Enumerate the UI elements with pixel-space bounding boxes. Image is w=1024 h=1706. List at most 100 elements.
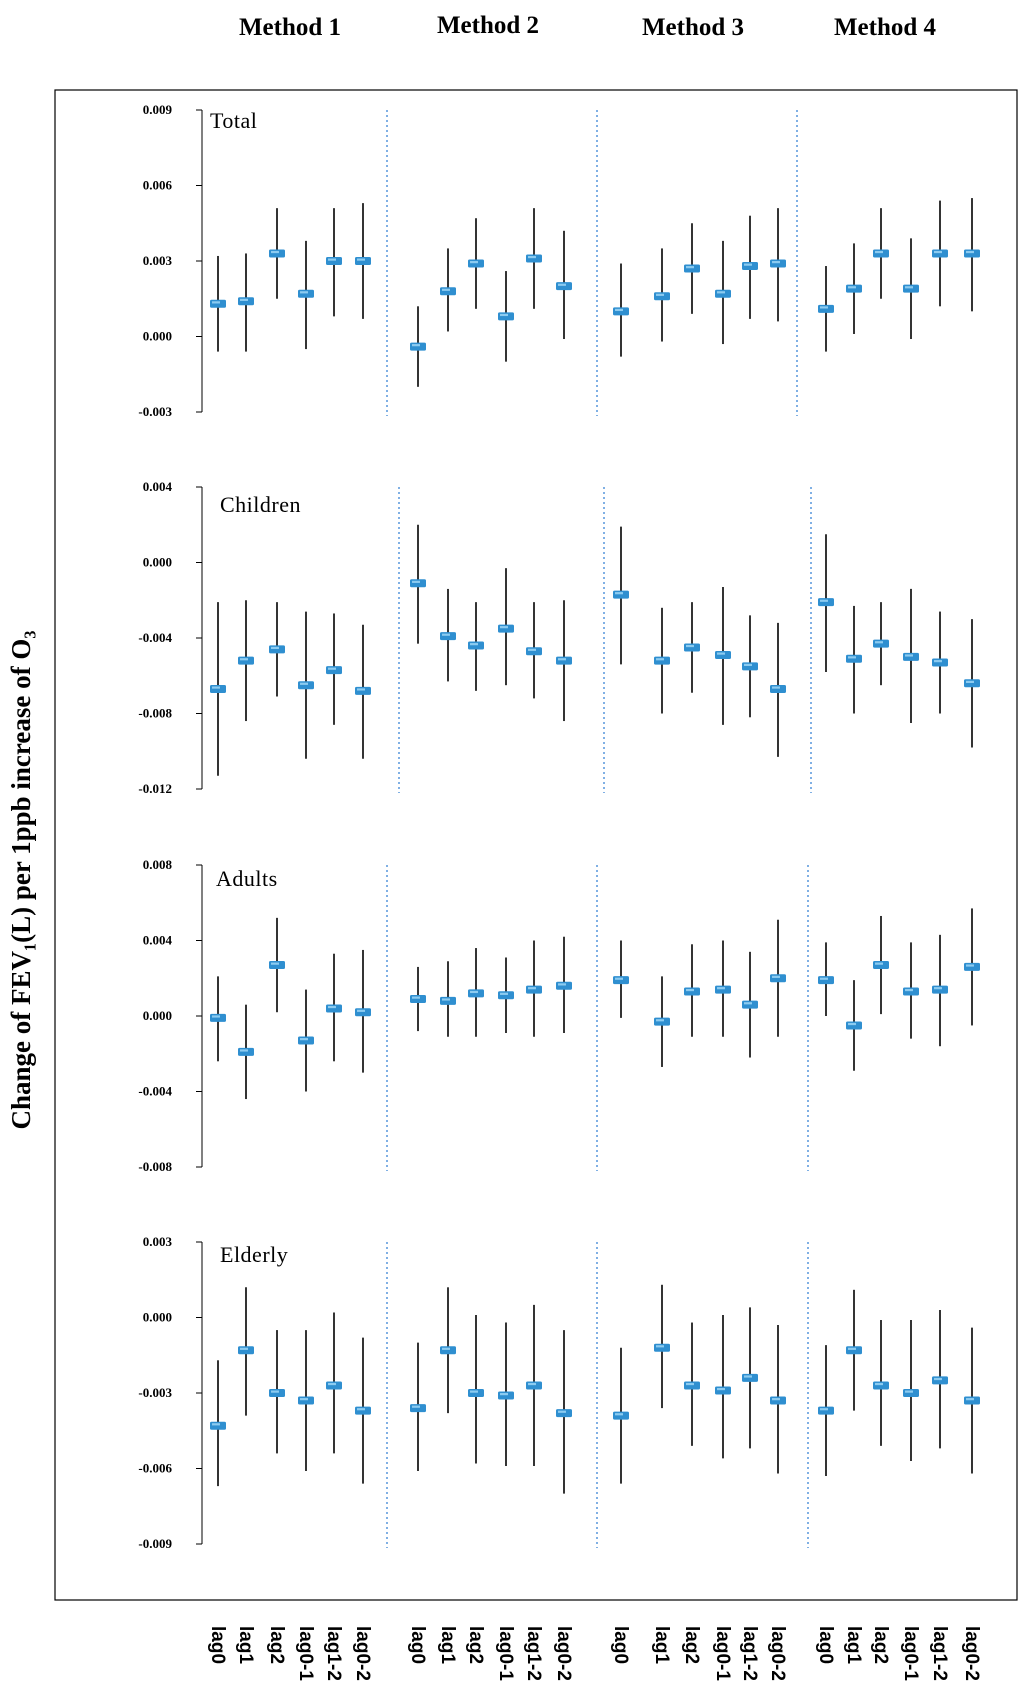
series-method-3 <box>613 526 786 757</box>
series-method-3 <box>613 919 786 1067</box>
point-estimate <box>715 650 731 659</box>
point-highlight <box>848 1347 856 1350</box>
point-estimate <box>613 307 629 316</box>
panel-label: Children <box>220 492 301 517</box>
point-estimate <box>269 249 285 258</box>
point-highlight <box>470 1390 478 1393</box>
point-highlight <box>500 313 508 317</box>
x-tick-label: lag0-1 <box>495 1626 516 1681</box>
x-tick-label: lag2 <box>870 1626 891 1664</box>
y-tick-label: -0.006 <box>138 1461 172 1476</box>
x-tick-label: lag1 <box>235 1626 256 1664</box>
point-highlight <box>271 646 279 650</box>
point-highlight <box>558 658 566 661</box>
point-estimate <box>355 1008 371 1017</box>
point-estimate <box>238 297 254 306</box>
point-highlight <box>240 1347 248 1350</box>
series-method-4 <box>818 908 980 1071</box>
point-estimate <box>654 1017 670 1026</box>
point-estimate <box>903 652 919 661</box>
x-tick-label: lag1-2 <box>739 1626 760 1681</box>
point-estimate <box>210 684 226 693</box>
x-tick-label: lag2 <box>465 1626 486 1664</box>
point-estimate <box>355 686 371 695</box>
series-method-2 <box>410 1287 572 1494</box>
point-estimate <box>238 1346 254 1355</box>
point-highlight <box>470 990 478 994</box>
point-highlight <box>528 255 536 259</box>
panel-label: Total <box>210 108 257 133</box>
point-highlight <box>271 962 279 965</box>
point-estimate <box>964 679 980 688</box>
point-estimate <box>238 1047 254 1056</box>
point-estimate <box>873 1381 889 1390</box>
y-tick-label: -0.004 <box>138 630 172 645</box>
point-estimate <box>715 289 731 298</box>
point-highlight <box>442 998 450 1001</box>
point-highlight <box>744 263 752 266</box>
point-highlight <box>212 1423 220 1426</box>
x-tick-label: lag2 <box>681 1626 702 1664</box>
point-estimate <box>818 304 834 313</box>
y-tick-label: -0.008 <box>138 706 172 721</box>
series-method-2 <box>410 524 572 722</box>
y-tick-label: -0.008 <box>138 1159 172 1174</box>
point-estimate <box>468 259 484 268</box>
series-method-4 <box>818 198 980 352</box>
point-estimate <box>964 1396 980 1405</box>
point-estimate <box>846 654 862 663</box>
point-highlight <box>744 1375 752 1378</box>
point-estimate <box>742 1373 758 1382</box>
point-estimate <box>326 666 342 675</box>
point-highlight <box>744 663 752 667</box>
point-estimate <box>269 1389 285 1397</box>
point-highlight <box>212 686 220 689</box>
point-estimate <box>298 681 314 690</box>
point-estimate <box>873 961 889 970</box>
point-estimate <box>964 249 980 258</box>
method-title-2: Method 2 <box>437 12 539 39</box>
x-tick-labels: lag0 lag1 lag2 lag0-1 lag1-2 lag0-2 lag0 lag1 la… <box>207 1626 982 1681</box>
point-estimate <box>818 1406 834 1415</box>
point-highlight <box>412 996 420 999</box>
point-highlight <box>357 1408 365 1411</box>
point-highlight <box>772 1398 780 1401</box>
point-estimate <box>932 249 948 258</box>
panel-adults: 0.008 0.004 0.000 -0.004 -0.008 Adults <box>138 857 980 1174</box>
x-tick-label: lag0 <box>207 1626 228 1664</box>
point-highlight <box>848 286 856 289</box>
panel-elderly: 0.003 0.000 -0.003 -0.006 -0.009 Elderly <box>138 1234 980 1551</box>
point-highlight <box>357 1009 365 1012</box>
point-estimate <box>468 641 484 650</box>
x-tick-label: lag2 <box>266 1626 287 1664</box>
point-estimate <box>770 974 786 983</box>
point-estimate <box>238 656 254 665</box>
series-method-3 <box>613 1284 786 1484</box>
point-estimate <box>818 598 834 607</box>
point-highlight <box>820 306 828 309</box>
point-highlight <box>820 977 828 980</box>
x-tick-label: lag0-1 <box>295 1626 316 1681</box>
point-highlight <box>357 258 365 261</box>
point-highlight <box>686 644 694 648</box>
method-titles: Method 1 Method 2 Method 3 Method 4 <box>239 12 937 41</box>
point-highlight <box>744 1002 752 1005</box>
point-estimate <box>326 1004 342 1013</box>
point-highlight <box>772 261 780 264</box>
series-method-1 <box>210 203 371 352</box>
point-estimate <box>468 989 484 998</box>
point-highlight <box>717 291 725 294</box>
y-tick-label: 0.000 <box>143 1008 172 1023</box>
point-highlight <box>615 592 623 595</box>
method-title-1: Method 1 <box>239 14 341 41</box>
point-estimate <box>846 1346 862 1355</box>
point-highlight <box>442 633 450 636</box>
point-estimate <box>613 590 629 599</box>
x-tick-label: lag1-2 <box>929 1626 950 1681</box>
point-estimate <box>440 632 456 641</box>
point-highlight <box>966 1398 974 1401</box>
point-highlight <box>615 977 623 980</box>
y-tick-label: 0.009 <box>143 102 173 117</box>
point-highlight <box>328 667 336 670</box>
